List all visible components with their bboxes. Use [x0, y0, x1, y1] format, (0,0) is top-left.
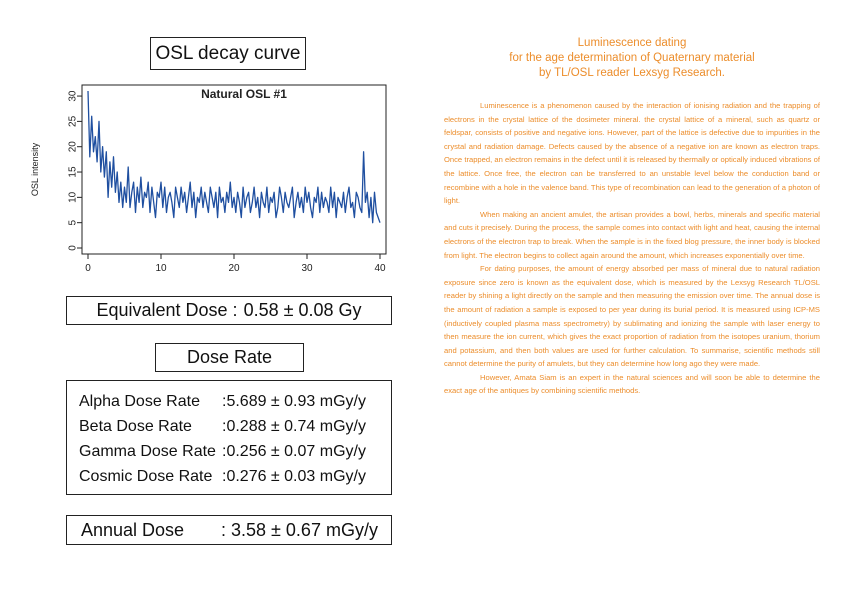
dose-rate-value: :0.256 ± 0.07 mGy/y [222, 443, 366, 460]
osl-curve-title: OSL decay curve [155, 42, 301, 64]
article-paragraph: For dating purposes, the amount of energ… [444, 264, 820, 369]
dose-rate-value: :0.288 ± 0.74 mGy/y [222, 418, 366, 435]
x-tick-label: 0 [85, 263, 91, 274]
y-tick-label: 20 [68, 141, 79, 153]
dose-rate-value: :0.276 ± 0.03 mGy/y [222, 468, 366, 485]
dose-rate-row-beta: Beta Dose Rate :0.288 ± 0.74 mGy/y [79, 414, 391, 439]
dose-rate-name: Alpha Dose Rate [79, 393, 200, 410]
osl-decay-chart: Natural OSL #1 0 10 20 30 40 0 5 10 15 20 25 30 OSL i… [24, 75, 394, 285]
y-axis-label: OSL intensity [30, 142, 40, 196]
dose-rate-row-alpha: Alpha Dose Rate :5.689 ± 0.93 mGy/y [79, 389, 391, 414]
article-paragraph: Luminescence is a phenomenon caused by t… [444, 101, 820, 206]
annual-dose-label: Annual Dose [81, 519, 185, 540]
x-tick-label: 10 [155, 263, 167, 274]
dose-rate-name: Cosmic Dose Rate [79, 468, 213, 485]
equivalent-dose-value: 0.58 ± 0.08 Gy [243, 300, 362, 320]
y-tick-label: 15 [68, 166, 79, 178]
y-tick-label: 25 [68, 115, 79, 127]
y-tick-label: 30 [68, 90, 79, 102]
equivalent-dose-label: Equivalent Dose : [96, 300, 238, 320]
equivalent-dose-box: Equivalent Dose : 0.58 ± 0.08 Gy [66, 296, 392, 325]
osl-curve-title-box: OSL decay curve [150, 37, 306, 70]
chart-title: Natural OSL #1 [201, 87, 287, 101]
annual-dose-value: : 3.58 ± 0.67 mGy/y [221, 519, 378, 540]
dose-rate-name: Gamma Dose Rate [79, 443, 216, 460]
x-tick-label: 20 [228, 263, 240, 274]
dose-rate-title-box: Dose Rate [155, 343, 304, 372]
article-title-line: by TL/OSL reader Lexsyg Research. [538, 67, 725, 79]
article-title: Luminescence dating for the age determin… [444, 36, 820, 81]
osl-chart-svg: Natural OSL #1 0 10 20 30 40 0 5 10 15 20 25 30 OSL i… [30, 84, 387, 274]
dose-rate-row-cosmic: Cosmic Dose Rate :0.276 ± 0.03 mGy/y [79, 464, 391, 489]
y-tick-label: 10 [68, 191, 79, 203]
article-column: Luminescence dating for the age determin… [444, 36, 820, 398]
article-paragraph: However, Amata Siam is an expert in the … [444, 372, 820, 396]
article-title-line: for the age determination of Quaternary … [509, 52, 755, 64]
dose-rate-name: Beta Dose Rate [79, 418, 192, 435]
x-tick-label: 40 [374, 263, 386, 274]
article-paragraph: When making an ancient amulet, the artis… [444, 209, 820, 260]
dose-rate-row-gamma: Gamma Dose Rate :0.256 ± 0.07 mGy/y [79, 439, 391, 464]
dose-rate-table: Alpha Dose Rate :5.689 ± 0.93 mGy/y Beta… [66, 380, 392, 495]
article-title-line: Luminescence dating [577, 37, 687, 49]
annual-dose-box: Annual Dose : 3.58 ± 0.67 mGy/y [66, 515, 392, 545]
series-line [87, 90, 381, 224]
y-tick-label: 5 [68, 219, 79, 225]
dose-rate-value: :5.689 ± 0.93 mGy/y [222, 393, 366, 410]
y-tick-label: 0 [68, 245, 79, 251]
x-tick-label: 30 [301, 263, 313, 274]
dose-rate-title: Dose Rate [186, 347, 273, 367]
